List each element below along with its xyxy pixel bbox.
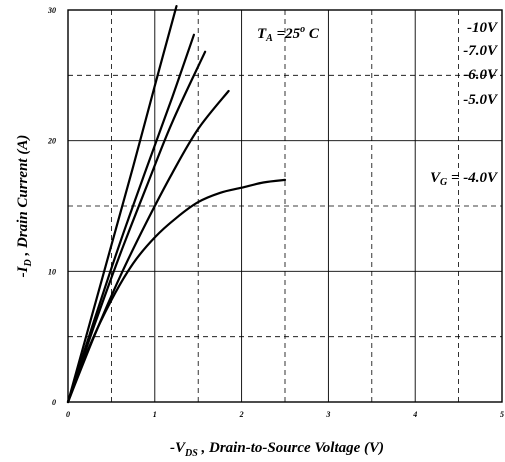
- curves: [66, 5, 287, 404]
- tick-labels: 0 1 2 3 4 5 0 10 20 30: [47, 6, 504, 419]
- x-tick-label: 5: [500, 410, 504, 419]
- gate-voltage-label: -6.0V: [463, 67, 499, 83]
- x-tick-label: 3: [325, 410, 330, 419]
- x-tick-label: 4: [412, 410, 417, 419]
- y-tick-label: 10: [48, 267, 56, 276]
- gate-voltage-label: -10V: [467, 20, 499, 36]
- x-tick-label: 2: [239, 410, 244, 419]
- series-line: [66, 5, 178, 404]
- x-tick-label: 0: [66, 410, 70, 419]
- gate-voltage-labels: -10V -7.0V -6.0V -5.0V VG = -4.0V: [430, 20, 499, 188]
- series-line: [66, 89, 230, 404]
- y-tick-label: 30: [47, 6, 56, 15]
- y-tick-label: 0: [52, 398, 56, 407]
- series-line: [66, 50, 207, 404]
- series-line: [66, 33, 195, 404]
- gate-voltage-label: -5.0V: [463, 92, 499, 108]
- gate-voltage-label: VG = -4.0V: [430, 170, 499, 188]
- gate-voltage-label: -7.0V: [463, 43, 499, 59]
- x-tick-label: 1: [153, 410, 157, 419]
- y-axis-title: -ID , Drain Current (A): [15, 135, 34, 278]
- x-axis-title: -VDS , Drain-to-Source Voltage (V): [170, 440, 384, 459]
- grid: [68, 10, 502, 402]
- plot-frame: [67, 9, 503, 403]
- y-tick-label: 20: [47, 137, 56, 146]
- temperature-annotation: TA =25o C: [257, 24, 320, 44]
- series-line: [66, 178, 287, 404]
